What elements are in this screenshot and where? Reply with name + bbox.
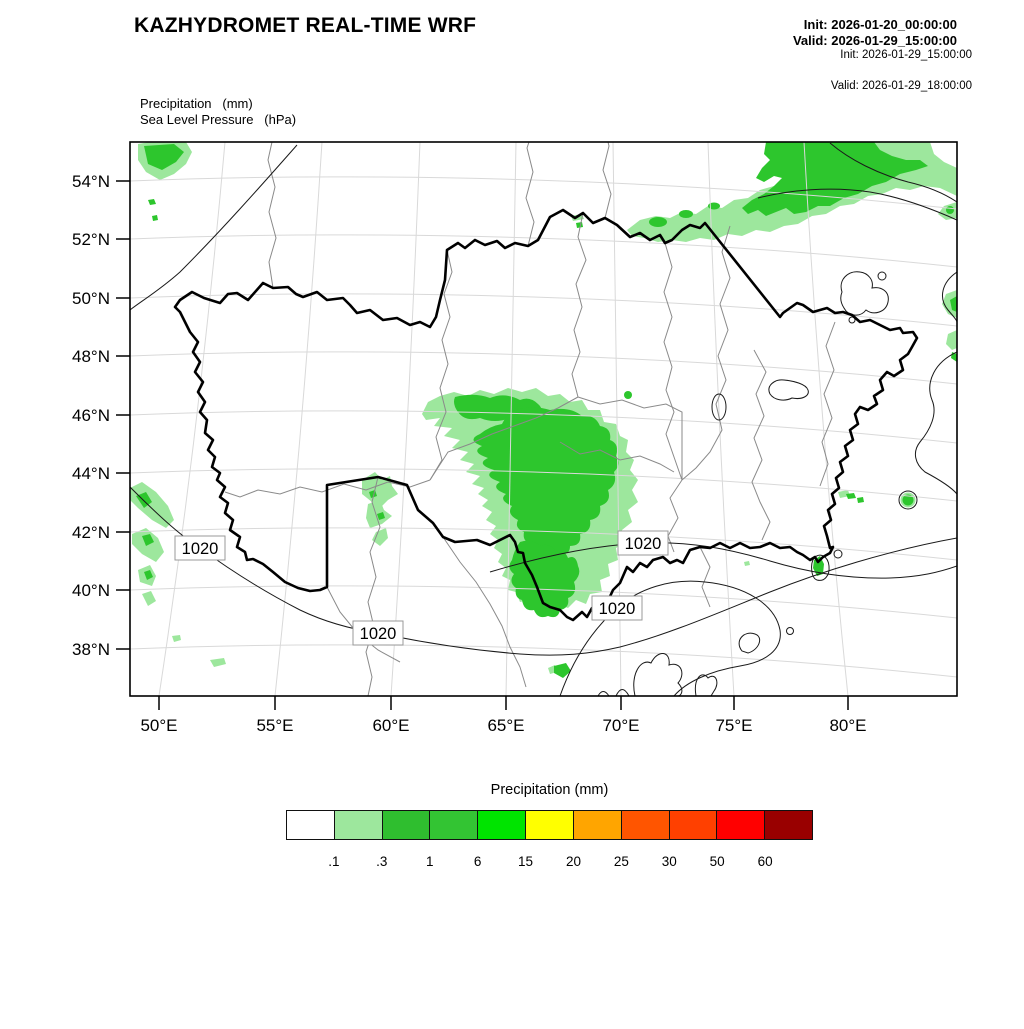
svg-text:38°N: 38°N: [72, 640, 110, 659]
svg-text:55°E: 55°E: [256, 716, 293, 735]
svg-text:50°E: 50°E: [140, 716, 177, 735]
legend-bar: [286, 810, 813, 840]
svg-text:60°E: 60°E: [372, 716, 409, 735]
longitude-labels: 50°E 55°E 60°E 65°E 70°E 75°E 80°E: [140, 716, 866, 735]
isobar-label-1020-center: 1020: [617, 530, 669, 556]
svg-text:1020: 1020: [599, 600, 636, 618]
legend-threshold: .3: [376, 854, 388, 869]
svg-text:44°N: 44°N: [72, 464, 110, 483]
svg-text:54°N: 54°N: [72, 172, 110, 191]
svg-text:65°E: 65°E: [487, 716, 524, 735]
svg-text:70°E: 70°E: [602, 716, 639, 735]
legend-cell: [478, 811, 527, 839]
init-time-small: Init: 2026-01-29_15:00:00: [840, 49, 972, 61]
isobar-labels: 1020 1020 1020 1020: [174, 530, 669, 646]
svg-text:52°N: 52°N: [72, 230, 110, 249]
variable-labels: Precipitation (mm) Sea Level Pressure (h…: [140, 96, 296, 128]
legend-threshold: 30: [661, 854, 677, 869]
variable-precipitation: Precipitation (mm): [140, 96, 253, 111]
legend-threshold: 60: [757, 854, 773, 869]
svg-text:1020: 1020: [182, 540, 219, 558]
legend-cell: [573, 811, 622, 839]
svg-text:50°N: 50°N: [72, 289, 110, 308]
legend-threshold: .1: [328, 854, 340, 869]
legend-cell: [334, 811, 383, 839]
svg-text:1020: 1020: [625, 535, 662, 553]
svg-text:1020: 1020: [360, 625, 397, 643]
legend-cell: [526, 811, 574, 839]
isobar-label-1020-southeast: 1020: [591, 595, 643, 621]
page-title: KAZHYDROMET REAL-TIME WRF: [134, 14, 477, 37]
svg-text:75°E: 75°E: [715, 716, 752, 735]
svg-text:42°N: 42°N: [72, 523, 110, 542]
legend-threshold: 25: [613, 854, 629, 869]
svg-text:40°N: 40°N: [72, 581, 110, 600]
legend-title: Precipitation (mm): [490, 782, 609, 798]
valid-time-bold: Valid: 2026-01-29_15:00:00: [792, 33, 957, 48]
legend-cell: [382, 811, 431, 839]
svg-text:48°N: 48°N: [72, 347, 110, 366]
variable-slp: Sea Level Pressure (hPa): [140, 112, 297, 127]
legend-cell: [765, 811, 812, 839]
legend-threshold: 20: [565, 854, 581, 869]
legend-threshold: 1: [425, 854, 434, 869]
svg-text:46°N: 46°N: [72, 406, 110, 425]
legend-cell: [287, 811, 335, 839]
valid-time-small: Valid: 2026-01-29_18:00:00: [830, 80, 972, 92]
kazakhstan-border: [173, 208, 919, 622]
legend-cell: [430, 811, 479, 839]
admin-boundaries: [224, 142, 836, 696]
legend-cell: [717, 811, 766, 839]
legend-labels: .1 .3 1 6 15 20 25 30 50 60: [286, 854, 813, 874]
svg-text:80°E: 80°E: [829, 716, 866, 735]
isobar-contours: [130, 142, 957, 696]
isobar-label-1020-south: 1020: [352, 620, 404, 646]
axis-ticks: [116, 180, 849, 710]
map-layers: 1020 1020 1020 1020: [130, 142, 957, 696]
legend-threshold: 6: [473, 854, 482, 869]
legend-cell: [621, 811, 670, 839]
latitude-labels: 54°N 52°N 50°N 48°N 46°N 44°N 42°N 40°N …: [72, 172, 110, 659]
legend-cell: [669, 811, 718, 839]
init-time-bold: Init: 2026-01-20_00:00:00: [803, 17, 957, 32]
map-frame: [129, 141, 958, 697]
legend-threshold: 50: [709, 854, 725, 869]
isobar-label-1020-west: 1020: [174, 535, 226, 561]
legend-threshold: 15: [518, 854, 534, 869]
